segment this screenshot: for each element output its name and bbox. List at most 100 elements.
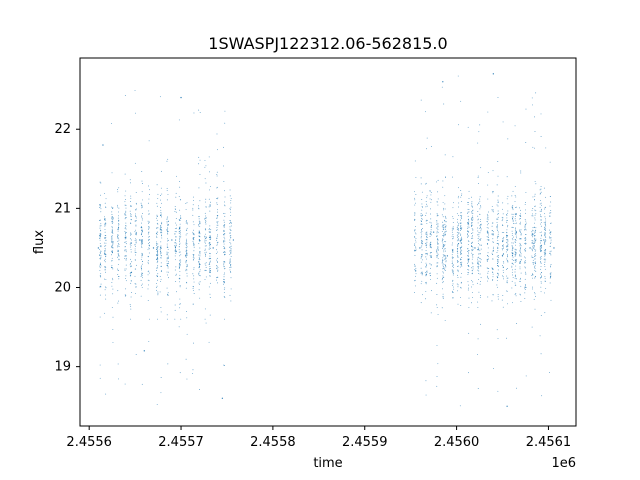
data-point [506,249,508,251]
data-point [458,243,460,244]
data-point [539,193,541,195]
data-point [156,222,158,224]
data-point [467,274,469,276]
data-point [492,222,494,224]
data-point [514,239,516,240]
data-point [519,278,521,280]
data-point [185,243,187,245]
data-point [415,247,417,249]
data-point [544,254,546,256]
data-point [441,277,443,279]
data-point [209,269,210,271]
data-point [444,254,446,256]
data-point [174,249,176,251]
data-point [486,227,488,229]
data-point [185,287,187,289]
data-point [477,238,479,239]
data-point [152,247,155,249]
data-point [193,229,194,231]
data-point [224,365,225,366]
data-point [112,293,114,295]
data-point [157,223,159,225]
data-point [497,216,499,218]
data-point [100,265,102,267]
data-point [229,232,231,234]
data-point [519,254,521,255]
data-point [166,257,168,259]
data-point [148,213,150,215]
data-point [468,255,470,257]
data-point [141,243,143,245]
data-point [540,215,542,217]
data-point [421,245,423,247]
data-point [477,175,479,177]
data-point [468,251,469,253]
data-point [208,248,210,250]
data-point [178,251,180,253]
data-point [496,259,498,261]
data-point [186,247,187,249]
data-point [198,266,200,268]
data-point [223,181,225,182]
data-point [186,317,188,319]
data-point [444,215,446,217]
data-point [445,250,446,252]
data-point [178,303,180,305]
data-point [456,227,458,228]
data-point [147,202,149,204]
data-point [515,265,517,267]
data-point [125,210,127,212]
data-point [147,279,149,281]
data-point [421,239,423,241]
data-point [442,293,444,295]
data-point [104,268,106,270]
data-point [130,232,132,234]
data-point [479,258,481,260]
data-point [157,249,159,251]
data-point [425,232,427,234]
data-point [457,257,459,258]
data-point [223,233,225,235]
data-point [544,233,546,235]
data-point [515,230,517,232]
data-point [421,249,423,251]
data-point [157,257,158,259]
data-point [492,253,494,255]
data-point [148,284,149,286]
data-point [100,225,102,227]
data-point [180,260,182,262]
data-point [444,270,446,271]
data-point [192,373,194,374]
data-point [457,246,459,247]
data-point [540,237,542,239]
data-point [472,206,474,208]
data-point [204,212,206,214]
data-point [130,305,132,307]
data-point [230,271,231,272]
data-point [217,221,219,223]
data-point [204,236,206,238]
data-point [506,337,507,339]
data-point [497,213,499,215]
data-point [544,261,546,263]
data-point [549,215,551,217]
data-point [519,266,521,268]
data-point [125,236,127,238]
data-point [491,210,493,212]
data-point [156,267,158,269]
data-point [141,205,143,207]
data-point [100,273,102,275]
data-point [472,254,474,255]
data-point [524,260,526,262]
data-point [477,262,479,264]
data-point [452,274,454,276]
data-point [524,261,526,263]
data-point [507,277,509,279]
data-point [426,241,428,243]
data-point [452,265,453,267]
data-point [229,222,231,224]
data-point [429,254,431,256]
data-point [159,229,161,231]
data-point [125,228,127,230]
data-point [130,249,132,251]
